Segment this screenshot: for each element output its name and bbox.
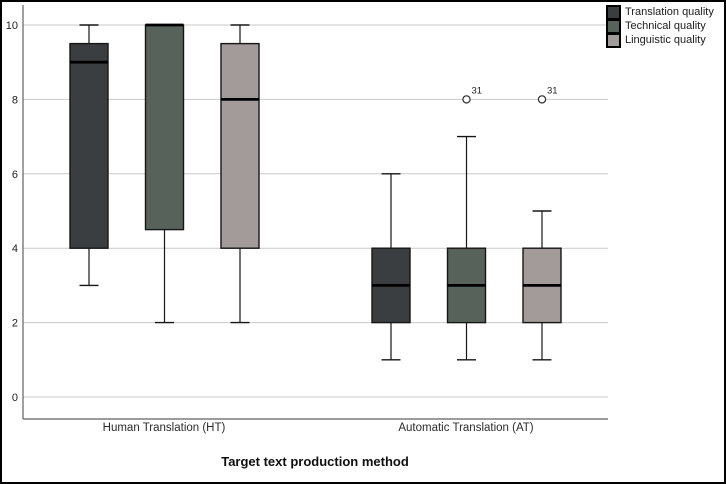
legend: Translation quality Technical quality Li…: [606, 4, 714, 48]
legend-label-linguistic-quality: Linguistic quality: [625, 34, 706, 46]
outlier-point: [462, 95, 471, 104]
x-category-label-at: Automatic Translation (AT): [398, 422, 534, 434]
box: [220, 42, 260, 249]
y-tick-label: 4: [12, 243, 18, 255]
y-tick-label: 10: [6, 20, 18, 32]
legend-swatch-technical-quality: [606, 18, 621, 34]
legend-item-technical-quality: Technical quality: [606, 18, 714, 34]
legend-label-translation-quality: Translation quality: [625, 6, 714, 18]
outlier-point: [537, 95, 547, 104]
y-tick-label: 0: [12, 392, 18, 404]
box: [144, 24, 185, 231]
x-category-label-ht: Human Translation (HT): [102, 422, 226, 434]
outlier-label: 31: [547, 85, 558, 96]
legend-item-linguistic-quality: Linguistic quality: [606, 32, 714, 48]
legend-swatch-linguistic-quality: [606, 32, 621, 48]
legend-label-technical-quality: Technical quality: [625, 20, 706, 32]
legend-swatch-translation-quality: [606, 4, 621, 20]
legend-item-translation-quality: Translation quality: [606, 4, 714, 20]
y-tick-label: 8: [12, 94, 18, 106]
y-tick-label: 6: [12, 169, 18, 181]
outlier-label: 31: [472, 85, 483, 96]
x-axis-title: Target text production method: [221, 454, 409, 469]
box: [69, 42, 109, 249]
y-tick-label: 2: [12, 318, 18, 330]
